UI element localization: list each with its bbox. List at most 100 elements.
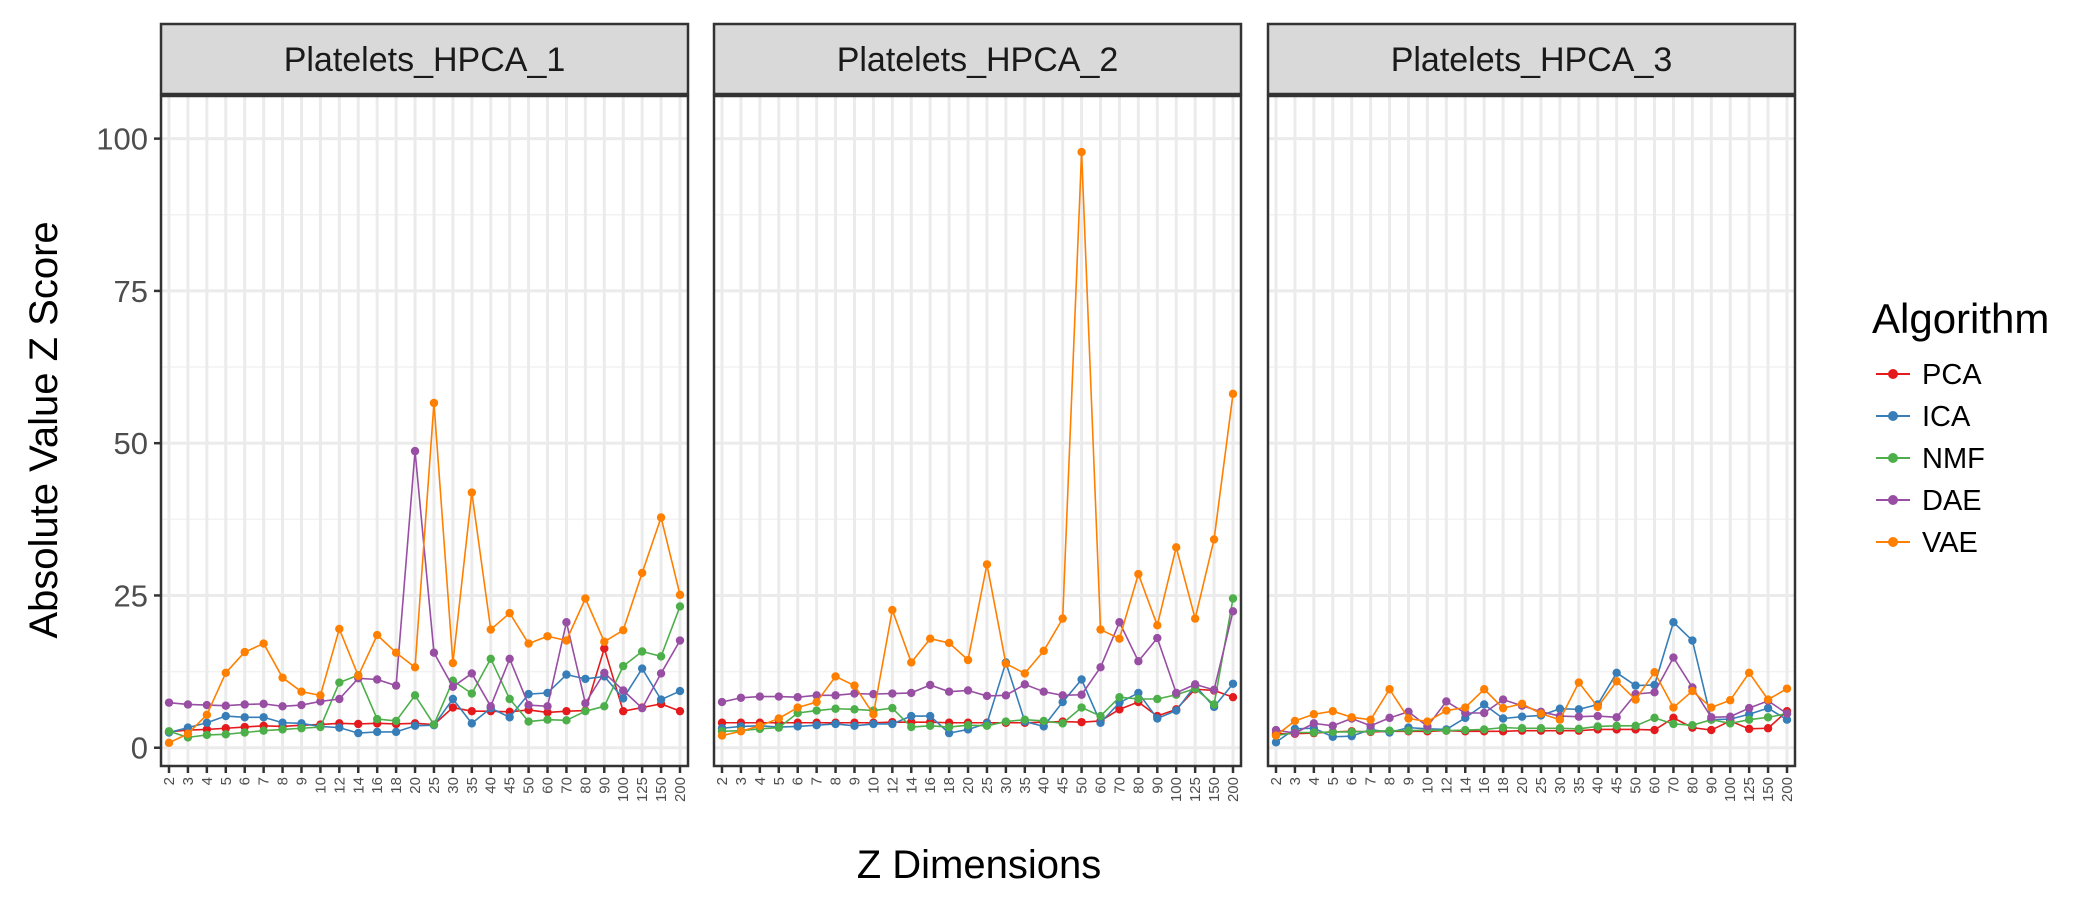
data-point-ica [1153,714,1162,723]
data-point-dae [581,699,590,708]
data-point-dae [410,446,420,456]
data-point-nmf [1020,715,1030,724]
data-point-dae [1707,713,1716,722]
data-point-dae [240,700,249,709]
x-tick-label: 2 [714,777,731,785]
data-point-vae [793,703,802,712]
x-tick-label: 18 [941,777,958,794]
x-tick-label: 125 [1741,777,1758,802]
x-tick-label: 4 [1306,777,1323,785]
data-point-vae [467,488,477,497]
data-point-dae [297,700,306,710]
data-point-nmf [1479,725,1489,734]
x-tick-label: 2 [161,777,178,785]
data-point-dae [164,698,174,707]
data-point-ica [183,723,193,732]
x-tick-label: 16 [369,777,386,794]
data-point-dae [675,636,685,645]
data-point-vae [1593,702,1602,712]
data-point-ica [1688,636,1697,645]
data-point-ica [1134,688,1143,698]
x-tick-label: 40 [1036,777,1053,794]
facet-strip-label: Platelets_HPCA_3 [1391,41,1673,79]
data-point-vae [1763,695,1773,704]
x-tick-label: 9 [846,777,863,785]
data-point-ica [1574,705,1584,714]
data-point-ica [944,728,954,738]
x-tick-label: 8 [1382,777,1399,785]
data-point-vae [562,636,571,645]
data-point-nmf [1134,694,1143,704]
data-point-dae [1479,708,1489,718]
x-tick-label: 10 [312,777,329,794]
data-point-ica [240,713,249,722]
data-point-nmf [656,652,666,661]
data-point-dae [1574,712,1584,721]
data-point-dae [1290,728,1300,738]
x-tick-label: 2 [1268,777,1285,785]
data-point-pca [600,644,609,653]
x-tick-label: 50 [1628,777,1645,794]
data-point-dae [467,669,477,678]
data-point-vae [1479,685,1489,694]
data-point-dae [1366,721,1375,730]
data-point-pca [448,703,458,712]
data-point-nmf [1555,724,1565,733]
x-tick-label: 70 [1111,777,1128,794]
data-point-dae [1190,680,1200,689]
y-tick-label: 25 [114,578,148,613]
x-tick-label: 10 [865,777,882,794]
data-point-dae [944,687,954,696]
data-point-ica [448,694,458,704]
x-tick-label: 14 [903,777,920,794]
data-point-dae [1134,657,1143,666]
data-point-ica [391,727,401,737]
data-point-vae [637,568,647,578]
x-tick-label: 6 [790,777,807,785]
data-point-vae [1020,669,1030,678]
data-point-nmf [1347,727,1356,737]
data-point-dae [619,686,628,695]
data-point-vae [888,605,897,615]
data-point-vae [1209,535,1219,544]
data-point-ica [1498,714,1508,723]
y-tick-label: 75 [114,274,148,309]
data-point-vae [1498,703,1508,713]
panel-background [161,96,688,766]
x-tick-label: 50 [1074,777,1091,794]
series-line-vae [721,151,1234,737]
data-point-vae [1404,714,1413,723]
x-tick-label: 40 [1590,777,1607,794]
data-point-nmf [944,722,954,732]
data-point-ica [202,718,212,727]
data-point-dae [372,675,382,684]
data-point-vae [1328,706,1337,716]
panel-background [1268,96,1795,766]
data-point-nmf [1461,725,1470,735]
data-point-vae [1077,147,1086,157]
data-point-nmf [1115,692,1124,702]
x-tick-label: 14 [350,777,367,794]
data-point-ica [793,722,802,731]
data-point-nmf [1726,719,1735,728]
y-tick-label: 50 [114,426,148,461]
x-tick-label: 50 [521,777,538,794]
x-tick-label: 12 [1438,777,1455,794]
data-point-vae [717,731,727,740]
data-point-dae [907,688,916,698]
data-point-nmf [486,654,495,663]
data-point-vae [1782,684,1792,693]
series-line-vae [168,402,681,744]
data-point-nmf [1612,721,1621,730]
data-point-vae [448,658,458,668]
data-point-nmf [1328,727,1337,737]
data-point-nmf [831,704,840,713]
data-point-pca [1763,724,1773,733]
x-tick-label: 20 [407,777,424,794]
data-point-vae [1574,678,1584,687]
x-tick-label: 20 [960,777,977,794]
data-point-dae [202,700,212,710]
x-tick-label: 5 [771,777,788,785]
data-point-vae [1707,703,1716,712]
data-point-vae [1347,713,1356,722]
